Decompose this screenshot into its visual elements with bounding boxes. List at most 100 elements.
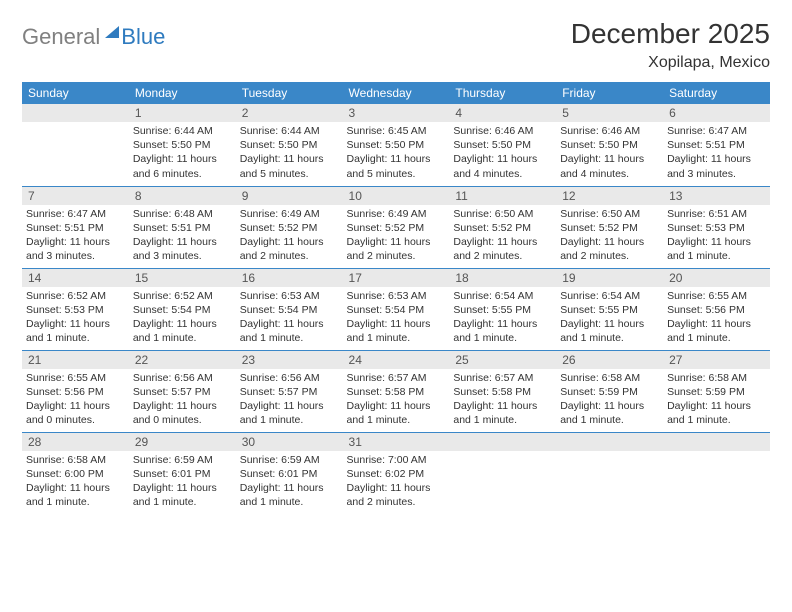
calendar-day-cell: 28Sunrise: 6:58 AMSunset: 6:00 PMDayligh… [22,432,129,514]
sunset-text: Sunset: 5:51 PM [26,221,125,235]
location: Xopilapa, Mexico [571,54,770,72]
weekday-header: Wednesday [343,82,450,104]
calendar-day-cell: 9Sunrise: 6:49 AMSunset: 5:52 PMDaylight… [236,186,343,268]
calendar-day-cell: 30Sunrise: 6:59 AMSunset: 6:01 PMDayligh… [236,432,343,514]
day-number [556,433,663,451]
daylight-text: Daylight: 11 hours and 1 minute. [453,317,552,345]
sunset-text: Sunset: 5:58 PM [347,385,446,399]
daylight-text: Daylight: 11 hours and 1 minute. [240,317,339,345]
calendar-day-cell: 24Sunrise: 6:57 AMSunset: 5:58 PMDayligh… [343,350,450,432]
day-content: Sunrise: 6:54 AMSunset: 5:55 PMDaylight:… [449,287,556,350]
header: General Blue December 2025 Xopilapa, Mex… [22,18,770,72]
sunset-text: Sunset: 6:02 PM [347,467,446,481]
sunrise-text: Sunrise: 6:49 AM [240,207,339,221]
daylight-text: Daylight: 11 hours and 6 minutes. [133,152,232,180]
sunset-text: Sunset: 5:58 PM [453,385,552,399]
daylight-text: Daylight: 11 hours and 1 minute. [133,317,232,345]
daylight-text: Daylight: 11 hours and 1 minute. [26,481,125,509]
day-number: 26 [556,351,663,369]
day-number: 8 [129,187,236,205]
sunrise-text: Sunrise: 6:52 AM [133,289,232,303]
sunrise-text: Sunrise: 6:59 AM [240,453,339,467]
daylight-text: Daylight: 11 hours and 2 minutes. [347,235,446,263]
weekday-header-row: Sunday Monday Tuesday Wednesday Thursday… [22,82,770,104]
calendar-day-cell: 11Sunrise: 6:50 AMSunset: 5:52 PMDayligh… [449,186,556,268]
sunrise-text: Sunrise: 6:56 AM [133,371,232,385]
sunrise-text: Sunrise: 6:51 AM [667,207,766,221]
weekday-header: Friday [556,82,663,104]
day-content: Sunrise: 6:57 AMSunset: 5:58 PMDaylight:… [449,369,556,432]
sunset-text: Sunset: 6:00 PM [26,467,125,481]
weekday-header: Monday [129,82,236,104]
daylight-text: Daylight: 11 hours and 3 minutes. [133,235,232,263]
day-content: Sunrise: 6:58 AMSunset: 6:00 PMDaylight:… [22,451,129,514]
day-number: 25 [449,351,556,369]
calendar-day-cell: 2Sunrise: 6:44 AMSunset: 5:50 PMDaylight… [236,104,343,186]
sunrise-text: Sunrise: 6:46 AM [560,124,659,138]
sunrise-text: Sunrise: 6:44 AM [133,124,232,138]
daylight-text: Daylight: 11 hours and 1 minute. [667,399,766,427]
sunset-text: Sunset: 6:01 PM [133,467,232,481]
day-number: 29 [129,433,236,451]
calendar-day-cell: 21Sunrise: 6:55 AMSunset: 5:56 PMDayligh… [22,350,129,432]
sunrise-text: Sunrise: 6:58 AM [667,371,766,385]
sunrise-text: Sunrise: 7:00 AM [347,453,446,467]
sunrise-text: Sunrise: 6:48 AM [133,207,232,221]
day-number: 19 [556,269,663,287]
calendar-day-cell: 17Sunrise: 6:53 AMSunset: 5:54 PMDayligh… [343,268,450,350]
weekday-header: Thursday [449,82,556,104]
sunset-text: Sunset: 5:50 PM [133,138,232,152]
day-content: Sunrise: 7:00 AMSunset: 6:02 PMDaylight:… [343,451,450,514]
day-number: 11 [449,187,556,205]
day-number: 20 [663,269,770,287]
day-content: Sunrise: 6:51 AMSunset: 5:53 PMDaylight:… [663,205,770,268]
day-number: 16 [236,269,343,287]
sunset-text: Sunset: 5:56 PM [26,385,125,399]
daylight-text: Daylight: 11 hours and 1 minute. [667,235,766,263]
day-number: 27 [663,351,770,369]
day-content: Sunrise: 6:55 AMSunset: 5:56 PMDaylight:… [663,287,770,350]
daylight-text: Daylight: 11 hours and 1 minute. [560,399,659,427]
logo-text-gray: General [22,24,100,50]
day-number: 17 [343,269,450,287]
daylight-text: Daylight: 11 hours and 2 minutes. [560,235,659,263]
day-number: 21 [22,351,129,369]
day-number: 4 [449,104,556,122]
sunrise-text: Sunrise: 6:46 AM [453,124,552,138]
sunset-text: Sunset: 5:52 PM [347,221,446,235]
calendar-day-cell: 14Sunrise: 6:52 AMSunset: 5:53 PMDayligh… [22,268,129,350]
calendar-day-cell: 18Sunrise: 6:54 AMSunset: 5:55 PMDayligh… [449,268,556,350]
calendar-day-cell: 16Sunrise: 6:53 AMSunset: 5:54 PMDayligh… [236,268,343,350]
daylight-text: Daylight: 11 hours and 5 minutes. [347,152,446,180]
day-content: Sunrise: 6:58 AMSunset: 5:59 PMDaylight:… [556,369,663,432]
daylight-text: Daylight: 11 hours and 2 minutes. [347,481,446,509]
sunset-text: Sunset: 5:53 PM [26,303,125,317]
calendar-day-cell: 13Sunrise: 6:51 AMSunset: 5:53 PMDayligh… [663,186,770,268]
daylight-text: Daylight: 11 hours and 1 minute. [347,317,446,345]
sunset-text: Sunset: 5:52 PM [453,221,552,235]
sunrise-text: Sunrise: 6:59 AM [133,453,232,467]
day-number: 3 [343,104,450,122]
day-content: Sunrise: 6:50 AMSunset: 5:52 PMDaylight:… [449,205,556,268]
day-content: Sunrise: 6:45 AMSunset: 5:50 PMDaylight:… [343,122,450,185]
day-number: 13 [663,187,770,205]
day-number [449,433,556,451]
sunrise-text: Sunrise: 6:45 AM [347,124,446,138]
sunset-text: Sunset: 5:55 PM [560,303,659,317]
daylight-text: Daylight: 11 hours and 4 minutes. [453,152,552,180]
sunset-text: Sunset: 6:01 PM [240,467,339,481]
day-number: 10 [343,187,450,205]
sunset-text: Sunset: 5:56 PM [667,303,766,317]
calendar-day-cell: 7Sunrise: 6:47 AMSunset: 5:51 PMDaylight… [22,186,129,268]
title-block: December 2025 Xopilapa, Mexico [571,18,770,72]
day-content: Sunrise: 6:49 AMSunset: 5:52 PMDaylight:… [343,205,450,268]
calendar-day-cell [663,432,770,514]
day-content: Sunrise: 6:53 AMSunset: 5:54 PMDaylight:… [343,287,450,350]
day-content: Sunrise: 6:58 AMSunset: 5:59 PMDaylight:… [663,369,770,432]
sunrise-text: Sunrise: 6:50 AM [560,207,659,221]
day-content: Sunrise: 6:47 AMSunset: 5:51 PMDaylight:… [663,122,770,185]
sunset-text: Sunset: 5:51 PM [667,138,766,152]
daylight-text: Daylight: 11 hours and 0 minutes. [133,399,232,427]
sunset-text: Sunset: 5:50 PM [560,138,659,152]
day-number: 12 [556,187,663,205]
